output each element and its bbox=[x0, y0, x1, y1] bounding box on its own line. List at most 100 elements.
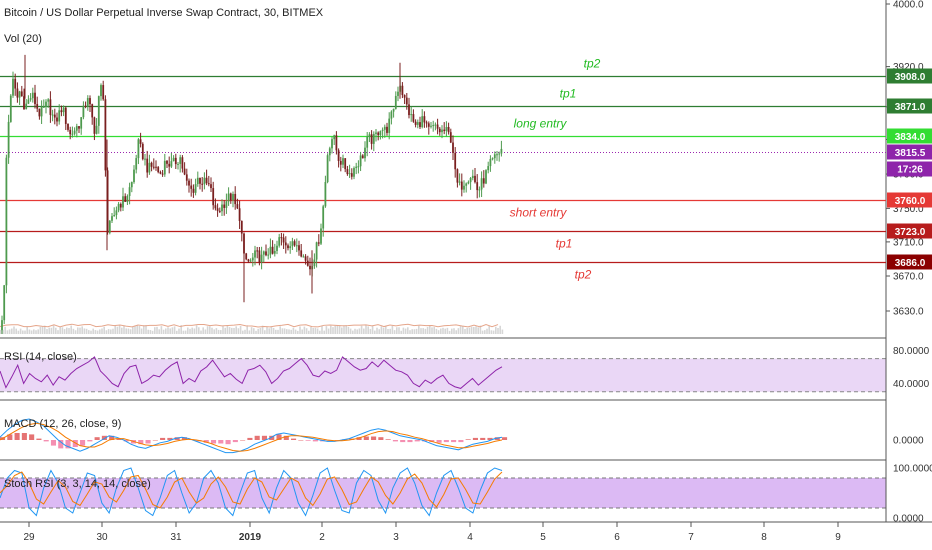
candle-body bbox=[430, 125, 432, 127]
macd-histogram-bar bbox=[414, 440, 420, 442]
level-price-badge bbox=[887, 254, 932, 270]
volume-bar bbox=[250, 327, 253, 334]
volume-bar bbox=[213, 329, 215, 334]
volume-bar bbox=[308, 330, 310, 334]
volume-bar bbox=[13, 326, 15, 334]
x-tick-label: 5 bbox=[540, 532, 546, 543]
candle-body bbox=[122, 196, 124, 208]
candle-body bbox=[262, 251, 265, 255]
candle-body bbox=[403, 95, 406, 98]
volume-bar bbox=[231, 327, 233, 334]
level-price-badge bbox=[887, 68, 932, 84]
macd-histogram-bar bbox=[145, 440, 151, 444]
candle-body bbox=[379, 131, 382, 135]
volume-bar bbox=[8, 329, 11, 334]
candle-body bbox=[243, 233, 245, 254]
volume-bar bbox=[365, 325, 367, 334]
macd-histogram-bar bbox=[458, 440, 464, 443]
volume-bar bbox=[378, 329, 380, 334]
price-axis[interactable]: 4000.03920.03870.03830.03790.03750.03710… bbox=[886, 0, 932, 525]
macd-histogram-bar bbox=[443, 440, 449, 443]
candle-body bbox=[425, 122, 428, 124]
volume-bar bbox=[147, 329, 149, 334]
level-price-badge-text: 3723.0 bbox=[895, 227, 926, 238]
volume-bar bbox=[165, 328, 167, 334]
candle-body bbox=[47, 99, 50, 102]
candle-body bbox=[183, 168, 186, 175]
candle-body bbox=[177, 163, 179, 165]
macd-histogram-bar bbox=[487, 437, 493, 440]
volume-bar bbox=[396, 327, 398, 334]
volume-bar bbox=[90, 330, 92, 334]
candle-body bbox=[458, 181, 461, 183]
countdown-text: 17:26 bbox=[897, 165, 923, 176]
candle-body bbox=[326, 155, 329, 183]
candle-body bbox=[163, 160, 166, 175]
volume-bar bbox=[74, 330, 77, 334]
macd-histogram-bar bbox=[378, 437, 384, 440]
candle-body bbox=[45, 101, 47, 107]
candle-body bbox=[93, 117, 96, 134]
candle-body bbox=[302, 256, 305, 258]
macd-histogram-bar bbox=[371, 436, 377, 440]
candle-body bbox=[117, 203, 120, 211]
volume-bar bbox=[473, 326, 475, 334]
volume-bar bbox=[266, 326, 268, 334]
volume-bar bbox=[85, 328, 88, 334]
volume-bar bbox=[354, 328, 356, 334]
macd-histogram-bar bbox=[181, 437, 187, 440]
macd-histogram-bar bbox=[400, 440, 406, 443]
candle-body bbox=[335, 135, 338, 151]
candle-body bbox=[38, 108, 41, 117]
candle-body bbox=[423, 116, 426, 123]
volume-bar bbox=[475, 326, 477, 334]
macd-histogram-bar bbox=[36, 438, 42, 440]
candle-body bbox=[346, 169, 349, 175]
volume-bar bbox=[202, 327, 204, 334]
candle-body bbox=[412, 114, 415, 122]
candle-body bbox=[260, 254, 263, 263]
macd-histogram-bar bbox=[167, 437, 173, 440]
candle-body bbox=[397, 91, 399, 96]
candle-body bbox=[174, 157, 177, 165]
volume-bar bbox=[107, 329, 110, 334]
macd-histogram-bar bbox=[240, 440, 246, 441]
candle-body bbox=[113, 215, 116, 217]
volume-bar bbox=[255, 330, 257, 334]
candle-body bbox=[150, 162, 153, 167]
volume-bar bbox=[338, 325, 341, 334]
volume-bar bbox=[68, 328, 70, 334]
candle-body bbox=[201, 183, 204, 185]
time-axis[interactable]: 29 30 31 2019 2 3 4 5 6 7 8 9 bbox=[23, 522, 841, 543]
candle-body bbox=[273, 250, 276, 254]
candle-body bbox=[271, 246, 274, 254]
candle-body bbox=[170, 161, 173, 167]
volume-bar bbox=[343, 325, 345, 334]
volume-bar bbox=[398, 327, 400, 334]
volume-bar bbox=[30, 330, 33, 334]
candle-body bbox=[482, 178, 485, 184]
volume-bar bbox=[393, 330, 396, 334]
volume-bar bbox=[110, 329, 112, 334]
level-annotation: tp2 bbox=[575, 268, 592, 282]
volume-bar bbox=[17, 330, 20, 334]
candle-body bbox=[60, 110, 63, 113]
candle-body bbox=[408, 104, 410, 116]
volume-bar bbox=[15, 328, 17, 334]
volume-bar bbox=[167, 327, 169, 334]
level-price-badge-text: 3834.0 bbox=[895, 132, 926, 143]
volume-bar bbox=[180, 325, 182, 334]
indicator-series bbox=[0, 356, 508, 517]
volume-bar bbox=[22, 330, 24, 334]
level-price-badge-text: 3908.0 bbox=[895, 72, 926, 83]
volume-bar bbox=[442, 327, 444, 334]
macd-histogram-bar bbox=[225, 440, 231, 445]
candle-body bbox=[221, 204, 223, 212]
volume-bar bbox=[495, 326, 497, 334]
volume-bar bbox=[246, 325, 248, 334]
candle-body bbox=[78, 126, 80, 129]
candle-body bbox=[188, 180, 190, 186]
volume-bar bbox=[272, 328, 275, 334]
candle-body bbox=[111, 216, 113, 221]
candle-body bbox=[295, 245, 298, 247]
